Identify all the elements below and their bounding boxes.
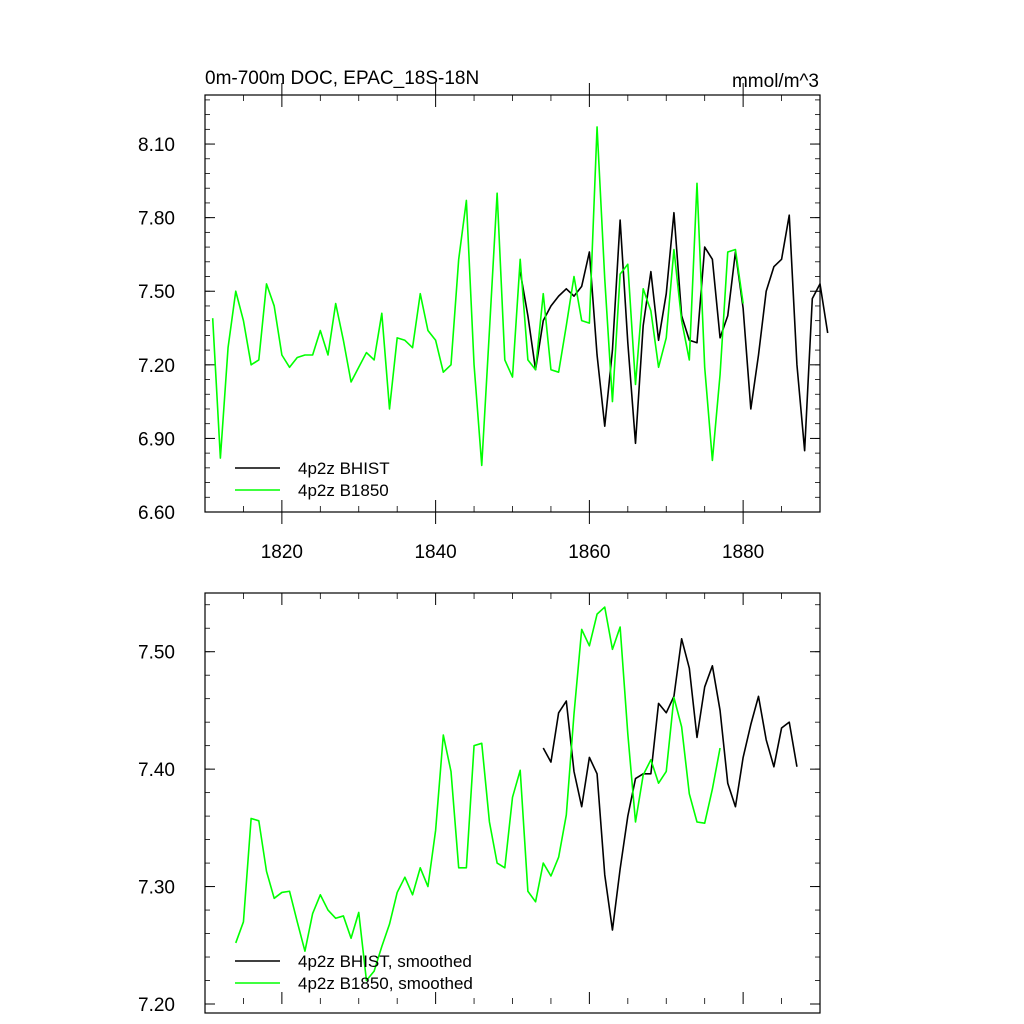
- y-tick-label: 7.30: [138, 878, 175, 899]
- series-lines: [211, 126, 829, 467]
- series-line-bhist: [542, 637, 798, 931]
- y-tick-label: 7.80: [138, 209, 175, 230]
- y-axis: 7.20 7.30 7.40 7.50: [138, 643, 820, 1016]
- y-tick-label: 7.20: [138, 356, 175, 377]
- bottom-panel: 7.20 7.30 7.40 7.50 4p2z BHIST, smoothed 4p…: [138, 592, 821, 1016]
- y-tick-label: 6.90: [138, 429, 175, 450]
- x-tick-label: 1880: [722, 542, 764, 563]
- plot-frame: [204, 592, 821, 1014]
- y-tick-label: 7.50: [138, 282, 175, 303]
- x-tick-label: 1840: [414, 542, 456, 563]
- legend-label-bhist: 4p2z BHIST: [298, 459, 390, 478]
- legend: 4p2z BHIST 4p2z B1850: [235, 459, 390, 500]
- legend-label-b1850: 4p2z B1850: [298, 481, 389, 500]
- legend: 4p2z BHIST, smoothed 4p2z B1850, smoothe…: [235, 952, 473, 993]
- x-tick-label: 1820: [261, 542, 303, 563]
- x-axis: 1820 1840 1860 1880: [261, 542, 765, 563]
- x-tick-label: 1860: [568, 542, 610, 563]
- top-panel: 0m-700m DOC, EPAC_18S-18N mmol/m^3 6.606…: [138, 68, 829, 563]
- series-line-b1850: [234, 606, 721, 982]
- series-line-b1850: [211, 126, 744, 467]
- y-tick-label: 8.10: [138, 135, 175, 156]
- series-lines: [234, 606, 798, 982]
- legend-label-b1850-smoothed: 4p2z B1850, smoothed: [298, 974, 473, 993]
- y-tick-label: 7.20: [138, 995, 175, 1016]
- y-minor-ticks: [205, 99, 820, 513]
- chart-title: 0m-700m DOC, EPAC_18S-18N: [205, 68, 479, 89]
- y-tick-label: 6.60: [138, 503, 175, 524]
- y-tick-label: 7.40: [138, 760, 175, 781]
- y-minor-ticks: [205, 604, 820, 1005]
- legend-label-bhist-smoothed: 4p2z BHIST, smoothed: [298, 952, 472, 971]
- y-axis: 6.60 6.90 7.20 7.50 7.80 8.10: [138, 135, 820, 524]
- x-minor-ticks: [204, 83, 821, 524]
- plot-frame: [204, 94, 821, 513]
- series-line-bhist: [519, 211, 829, 452]
- y-tick-label: 7.50: [138, 643, 175, 664]
- chart-units: mmol/m^3: [732, 71, 819, 92]
